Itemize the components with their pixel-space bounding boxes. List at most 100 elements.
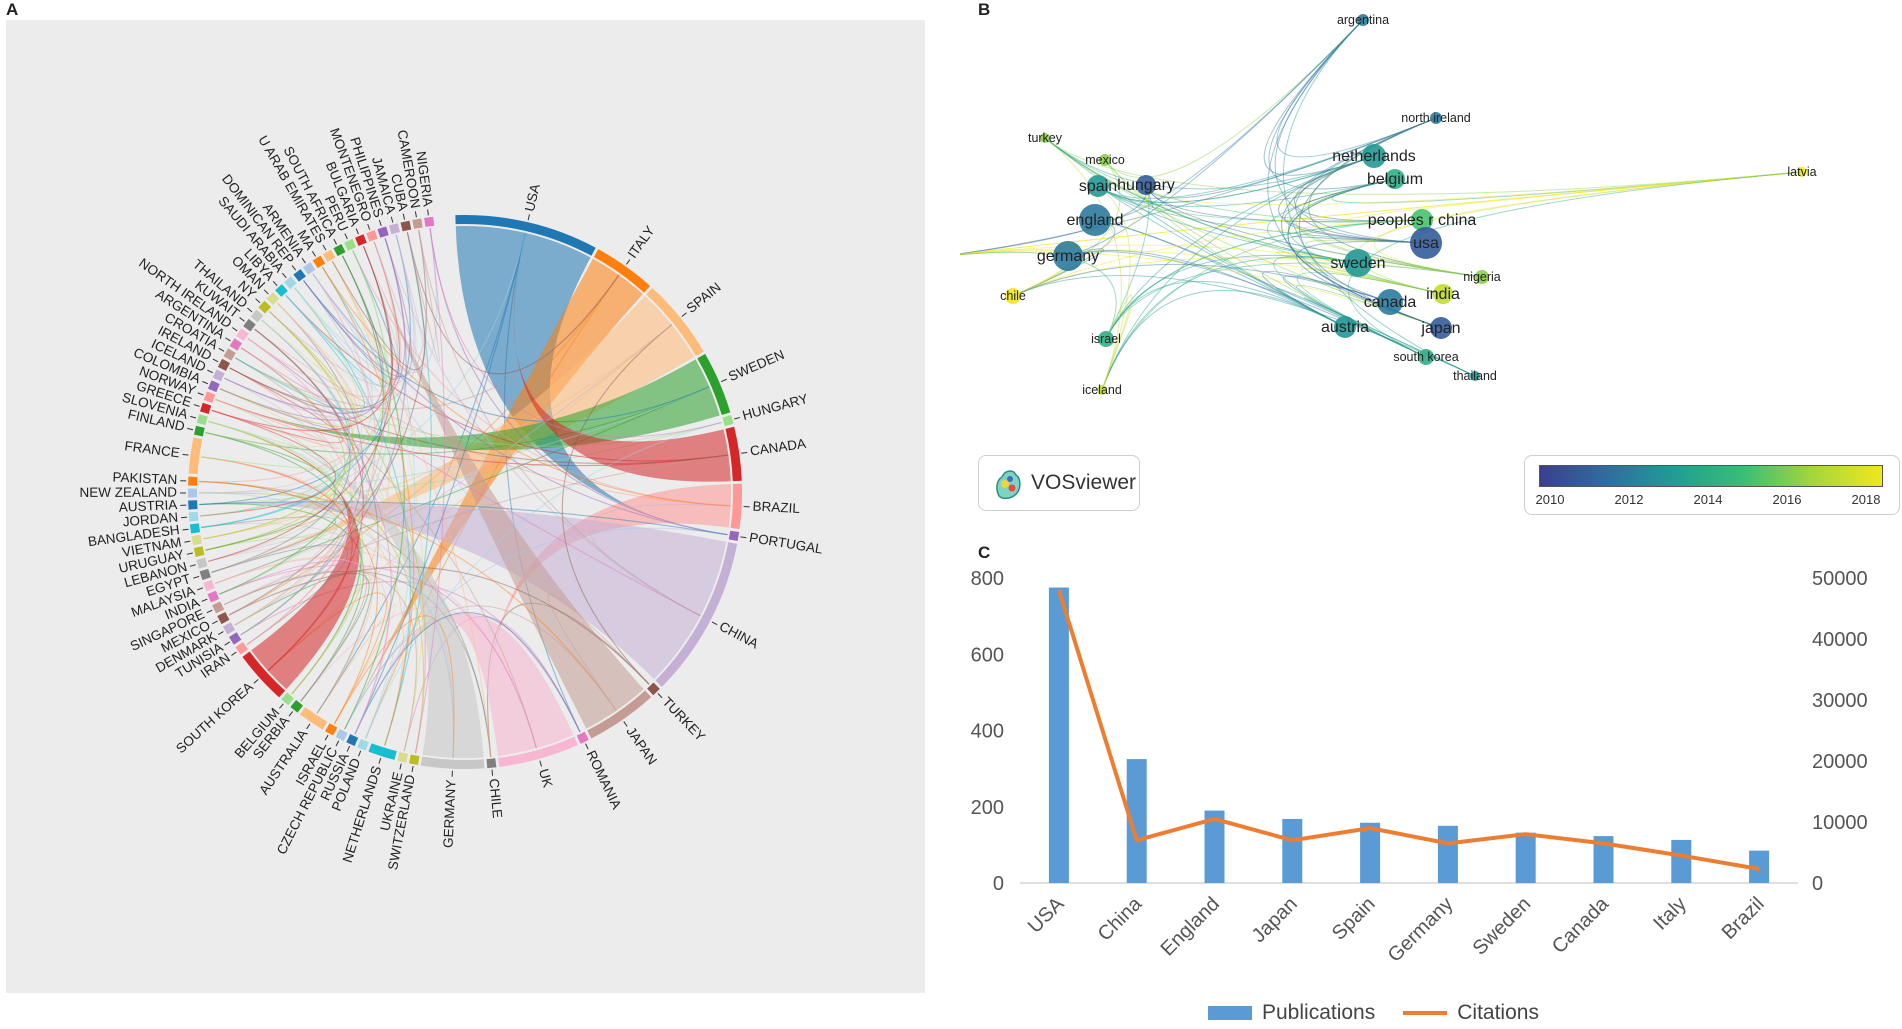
network-link xyxy=(1094,19,1364,221)
chord-tick xyxy=(301,257,306,264)
chord-tick xyxy=(186,552,193,555)
x-tick-label: Canada xyxy=(1548,892,1614,958)
chord-link xyxy=(219,311,357,427)
network-link xyxy=(1067,251,1427,358)
chord-link xyxy=(235,294,365,413)
chord-link xyxy=(205,432,362,695)
chord-link xyxy=(201,522,455,758)
panel-c-label: C xyxy=(978,543,991,562)
chord-ribbon xyxy=(513,232,731,482)
chord-arc-ireland xyxy=(217,358,231,371)
chord-tick xyxy=(247,307,253,313)
chord-arc-finland xyxy=(194,425,205,437)
network-node xyxy=(1430,112,1442,124)
chord-arc-australia xyxy=(299,707,328,730)
chord-arc-cuba xyxy=(400,220,412,232)
network-link xyxy=(1097,185,1423,223)
chord-link xyxy=(229,367,353,645)
chord-link xyxy=(219,255,384,595)
chord-link xyxy=(344,605,617,730)
legend-publications-label: Publications xyxy=(1262,1001,1376,1024)
chord-link xyxy=(199,241,398,483)
network-link xyxy=(1067,19,1364,257)
chord-link xyxy=(214,386,710,584)
network-link xyxy=(1044,137,1122,391)
chord-link xyxy=(205,432,336,551)
chord-link xyxy=(406,229,440,362)
chord-label: PAKISTAN xyxy=(112,470,177,488)
chord-link xyxy=(229,241,401,410)
chord-link xyxy=(203,324,673,540)
network-link xyxy=(1262,270,1391,328)
chord-label: TURKEY xyxy=(659,694,708,744)
chord-link xyxy=(561,324,673,685)
chord-link xyxy=(240,238,407,636)
chord-tick xyxy=(184,540,191,543)
chord-arc-brazil xyxy=(730,483,742,530)
network-node xyxy=(1099,154,1111,166)
network-node xyxy=(1053,241,1083,271)
network-node-label: sweden xyxy=(1330,255,1385,272)
chord-link xyxy=(418,229,701,617)
chord-link xyxy=(365,421,722,739)
chord-tick xyxy=(740,536,747,539)
chord-ribbon xyxy=(354,613,574,756)
chord-arc-germany xyxy=(420,756,485,770)
chord-arc-ny xyxy=(258,300,272,314)
chord-arc-belgium xyxy=(281,692,294,706)
network-link xyxy=(1101,289,1346,391)
chord-label: UK xyxy=(536,767,555,789)
network-link xyxy=(1012,256,1483,297)
network-link xyxy=(1287,178,1444,295)
chord-arc-israel xyxy=(325,723,338,736)
network-node xyxy=(1362,144,1386,168)
chord-arc-switzerland xyxy=(408,754,420,765)
chord-arc-india xyxy=(207,590,220,603)
chord-link xyxy=(247,241,402,398)
chord-link xyxy=(203,388,339,540)
chord-link xyxy=(322,267,415,746)
network-node-label: spain xyxy=(1079,178,1117,195)
chord-arc-hungary xyxy=(722,415,734,427)
chord-ribbon xyxy=(455,225,728,535)
network-link xyxy=(1044,137,1423,222)
vosviewer-logo-icon xyxy=(996,470,1021,500)
network-link xyxy=(960,251,1442,329)
chord-arc-serbia xyxy=(290,700,303,713)
chord-link xyxy=(254,328,379,714)
chord-link xyxy=(333,615,455,758)
chord-label: FRANCE xyxy=(124,438,181,460)
chord-arc-philippines xyxy=(377,226,389,238)
network-link xyxy=(1104,159,1427,358)
chord-link xyxy=(200,267,373,517)
network-node xyxy=(1097,385,1107,395)
chord-tick xyxy=(711,621,718,626)
chord-label: CANADA xyxy=(749,436,807,459)
network-node-label: peoples r china xyxy=(1368,212,1477,229)
chord-tick xyxy=(358,750,362,757)
chord-link xyxy=(291,261,391,695)
network-link xyxy=(1305,239,1483,278)
network-link xyxy=(1012,264,1391,303)
chord-arc-ukraine xyxy=(397,751,409,763)
chord-arc-thailand xyxy=(250,309,264,323)
chord-arc-pakistan xyxy=(188,476,198,486)
chord-arc-uruguay xyxy=(193,546,205,558)
chord-arc-italy xyxy=(593,249,651,293)
chord-arc-mexico xyxy=(217,611,230,625)
y-right-tick: 40000 xyxy=(1812,629,1868,651)
chord-link xyxy=(373,234,427,366)
line-citations xyxy=(1056,589,1760,871)
chord-label: USA xyxy=(522,183,543,213)
chord-link xyxy=(211,544,349,645)
chord-arc-tunisia xyxy=(228,632,242,645)
chord-link xyxy=(354,612,581,735)
chord-arc-greece xyxy=(199,402,212,414)
chord-tick xyxy=(741,451,748,454)
chord-link xyxy=(269,234,415,387)
chord-arc-lebanon xyxy=(196,557,208,569)
chord-tick xyxy=(279,703,284,709)
chord-link xyxy=(215,302,359,431)
chord-link xyxy=(362,245,416,739)
network-link xyxy=(1288,155,1483,278)
